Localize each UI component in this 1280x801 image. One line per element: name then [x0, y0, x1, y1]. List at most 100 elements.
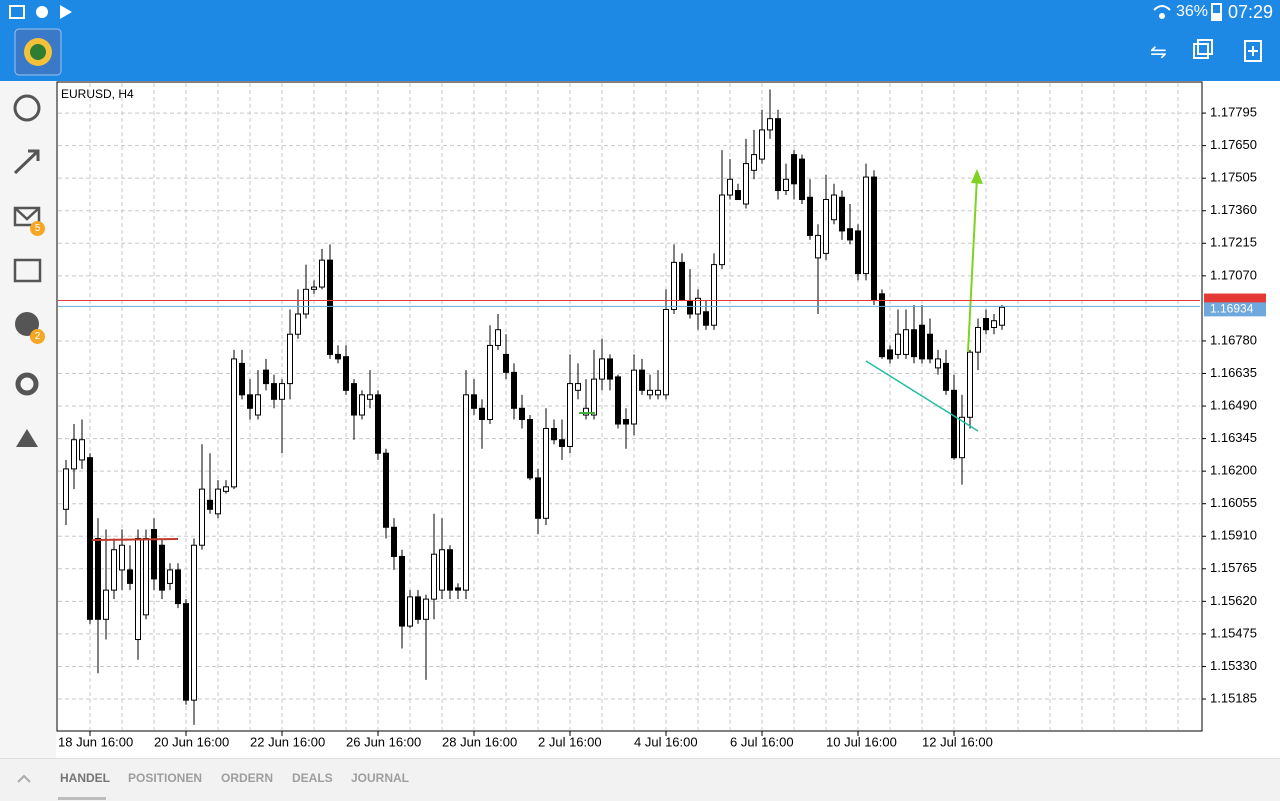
y-tick-label: 1.16345 [1210, 430, 1257, 445]
candle-body [807, 196, 813, 236]
x-tick-label: 18 Jun 16:00 [58, 734, 133, 749]
candle-body [535, 477, 541, 519]
candle-body [839, 196, 845, 232]
trend-line [865, 360, 979, 432]
toolbar-icons[interactable]: ⇋ [1130, 24, 1270, 81]
y-tick-label: 1.17215 [1210, 235, 1257, 250]
candle-body [639, 369, 645, 391]
candle-body [455, 587, 461, 591]
candle-body [583, 407, 589, 416]
candle-body [103, 589, 109, 620]
candle-body [855, 230, 861, 275]
candle-body [631, 369, 637, 425]
tab[interactable]: ORDERN [221, 771, 274, 785]
candle-body [423, 598, 429, 620]
candle-body [599, 358, 605, 380]
candle-body [71, 439, 77, 470]
tab[interactable]: DEALS [292, 771, 333, 785]
y-tick-label: 1.17360 [1210, 202, 1257, 217]
candle-body [175, 569, 181, 605]
candle-body [647, 389, 653, 396]
candle-body [511, 371, 517, 409]
candle-body [975, 326, 981, 353]
status-icons [9, 5, 72, 19]
symbol-icon[interactable]: ⇋ [1150, 41, 1167, 63]
candle-body [399, 555, 405, 627]
y-tick-label: 1.15620 [1210, 593, 1257, 608]
candle-body [191, 544, 197, 701]
tab[interactable]: JOURNAL [351, 771, 410, 785]
collapse-icon[interactable] [14, 769, 34, 789]
candle-body [687, 300, 693, 315]
candle-body [447, 549, 453, 591]
x-tick-label: 4 Jul 16:00 [634, 734, 698, 749]
candle-body [159, 544, 165, 591]
bid-label-box [1204, 302, 1266, 317]
chart: EURUSD, H4 1.17795 1.17650 1.17505 1.17360 1… [56, 81, 1266, 749]
candle-body [231, 358, 237, 488]
candle-body [671, 261, 677, 311]
x-tick-label: 12 Jul 16:00 [922, 734, 993, 749]
battery-icon [1211, 3, 1222, 21]
candle-body [271, 383, 277, 400]
candle-body [407, 596, 413, 627]
candle-body [895, 333, 901, 355]
candle-body [663, 309, 669, 396]
candle-body [431, 553, 437, 600]
tab[interactable]: HANDEL [60, 771, 110, 785]
candle-body [495, 329, 501, 346]
candle-body [759, 129, 765, 160]
candle-body [551, 428, 557, 441]
candle-body [127, 569, 133, 584]
candle-body [863, 176, 869, 275]
x-tick-label: 22 Jun 16:00 [250, 734, 325, 749]
app-logo[interactable] [14, 28, 62, 76]
x-tick-label: 10 Jul 16:00 [826, 734, 897, 749]
candle-body [463, 394, 469, 591]
candle-body [711, 264, 717, 326]
candle-body [295, 313, 301, 335]
candle-body [591, 378, 597, 416]
mail-badge: 5 [30, 221, 45, 236]
candle-body [887, 349, 893, 360]
candle-body [735, 190, 741, 201]
tab[interactable]: POSITIONEN [128, 771, 203, 785]
y-tick-label: 1.15910 [1210, 528, 1257, 543]
candle-body [327, 259, 333, 355]
candle-body [383, 452, 389, 528]
candle-body [919, 324, 925, 360]
candle-body [311, 286, 317, 290]
candle-body [135, 538, 141, 641]
candle-body [935, 358, 941, 369]
candle-body [959, 416, 965, 459]
candle-body [767, 118, 773, 131]
candle-body [615, 376, 621, 425]
candle-body [207, 499, 213, 510]
chart-title: EURUSD, H4 [61, 87, 134, 101]
y-tick-label: 1.16490 [1210, 397, 1257, 412]
candle-body [375, 394, 381, 454]
candle-body [199, 488, 205, 546]
status-bar: 36% 07:29 [0, 0, 1280, 24]
candle-body [343, 356, 349, 391]
candle-body [847, 228, 853, 241]
candle-body [111, 549, 117, 591]
sidebar-icons[interactable] [0, 81, 56, 461]
y-tick-label: 1.15475 [1210, 625, 1257, 640]
x-tick-label: 26 Jun 16:00 [346, 734, 421, 749]
candle-body [719, 194, 725, 266]
level-line [91, 538, 179, 541]
candle-body [991, 320, 997, 328]
candle-body [575, 383, 581, 391]
tab-bar: HANDEL POSITIONEN ORDERN DEALS JOURNAL [0, 758, 1280, 801]
candle-body [247, 394, 253, 409]
candle-body [655, 389, 661, 396]
candle-body [95, 538, 101, 620]
candle-body [223, 486, 229, 492]
candle-body [79, 439, 85, 461]
candle-body [927, 333, 933, 360]
y-tick-label: 1.16780 [1210, 332, 1257, 347]
candle-body [823, 199, 829, 254]
candle-body [567, 383, 573, 447]
